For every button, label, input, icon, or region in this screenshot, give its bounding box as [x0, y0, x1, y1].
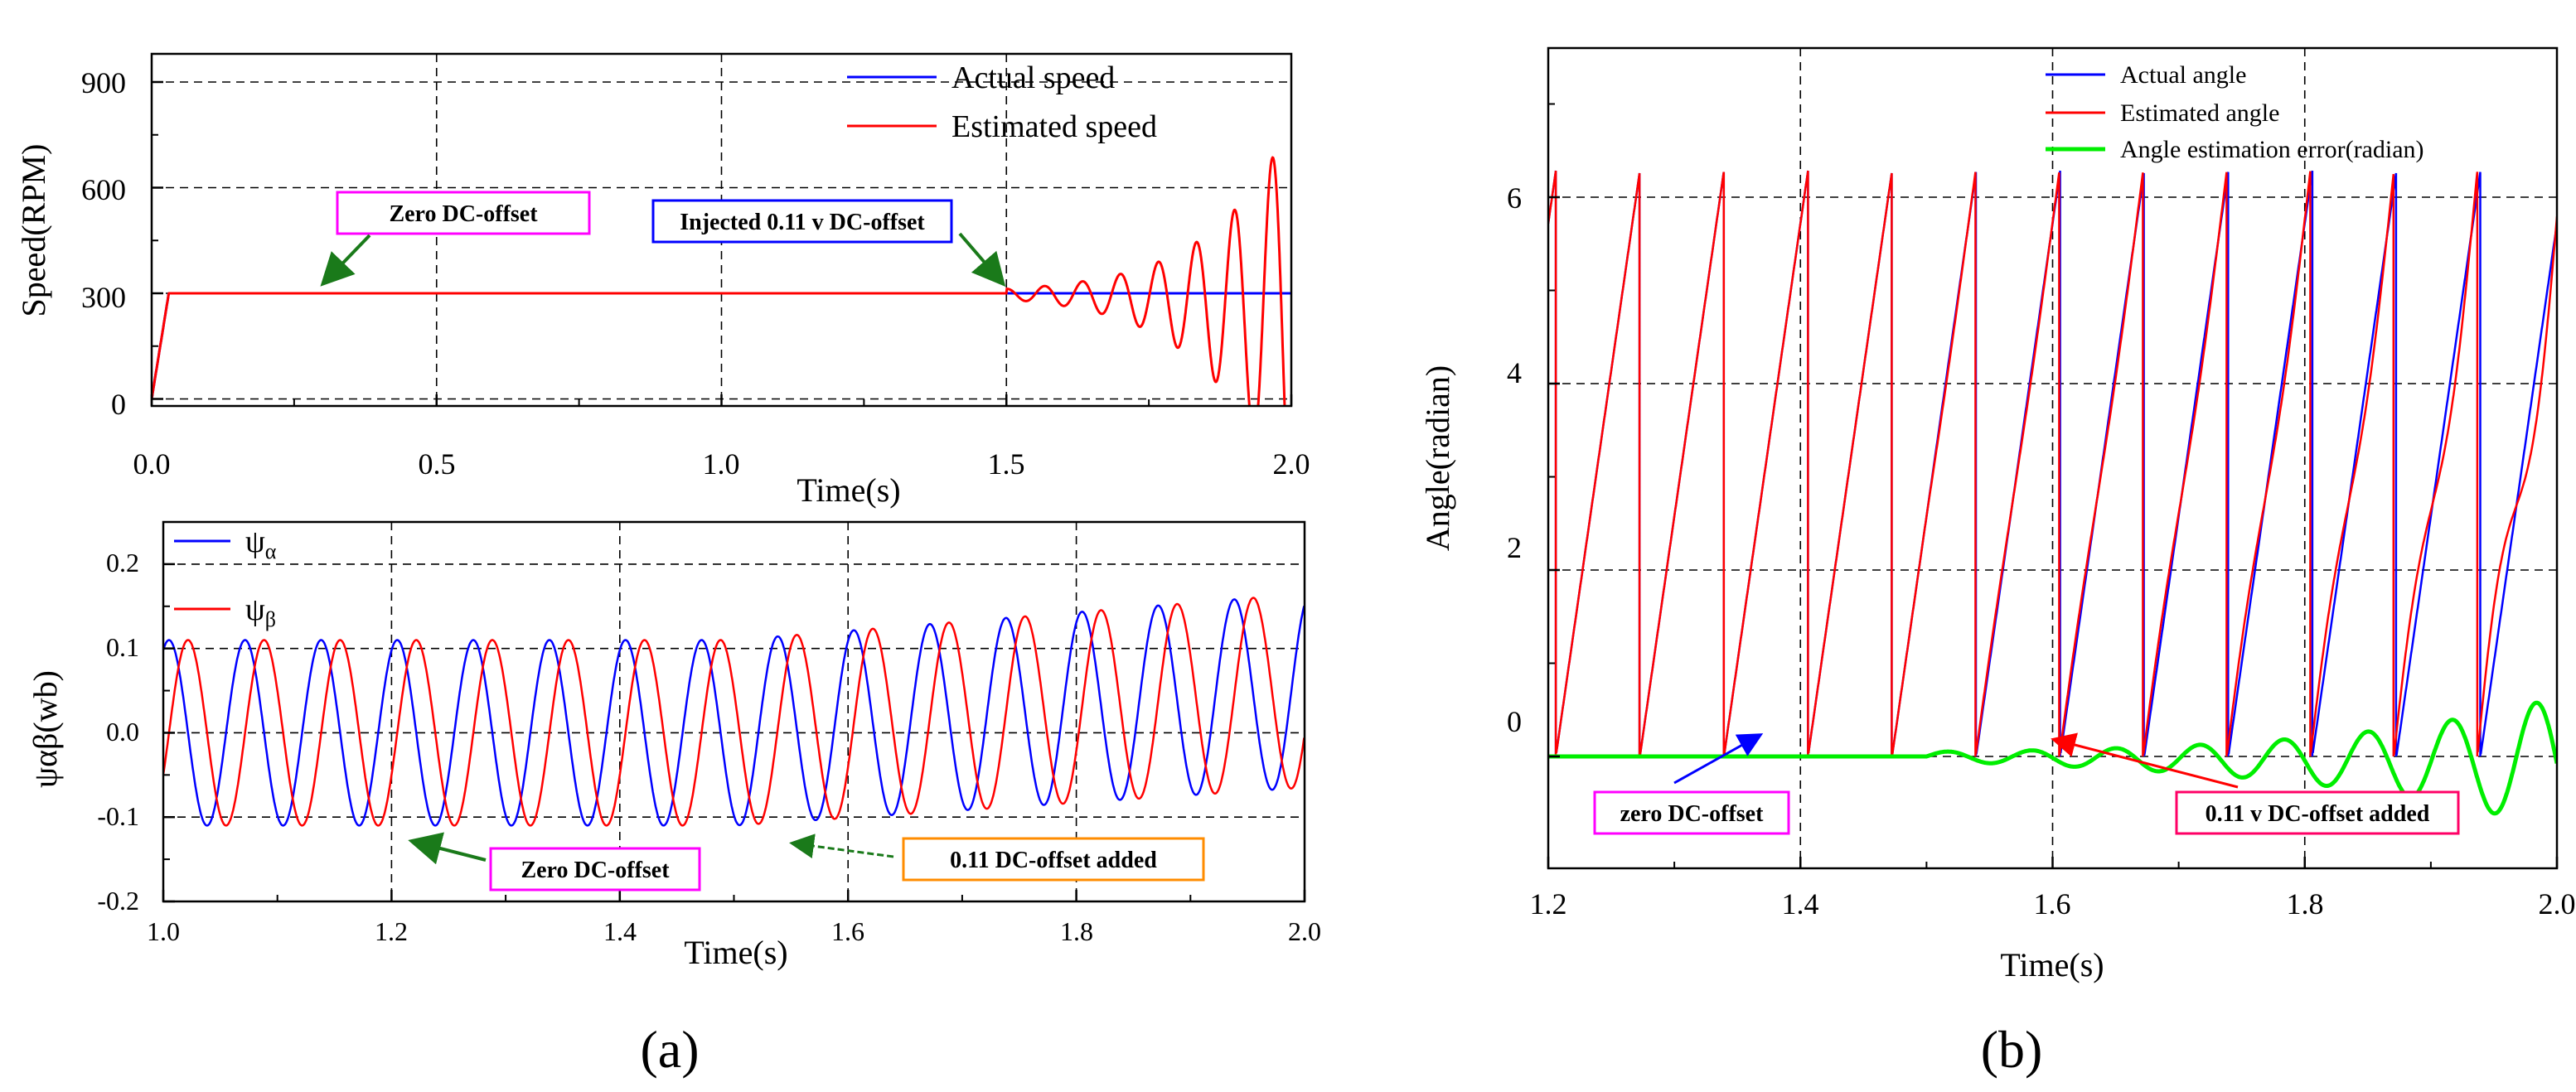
annotation-arrow [958, 232, 1006, 287]
angle-xtick-label: 1.6 [2034, 887, 2071, 920]
flux-xtick-label: 1.8 [1060, 916, 1093, 946]
speed-ylabel: Speed(RPM) [15, 144, 52, 317]
angle-ticks [1547, 103, 2559, 868]
annotation-box [336, 191, 591, 235]
flux-alpha-line [163, 598, 1305, 827]
angle-xlabel: Time(s) [2000, 946, 2104, 983]
annotation-text: 0.11 v DC-offset added [2206, 801, 2430, 827]
speed-xtick-label: 1.5 [988, 447, 1025, 481]
angle-annotation-added: 0.11 v DC-offset added [2051, 732, 2460, 835]
flux-ytick-label: -0.1 [97, 801, 139, 831]
flux-xtick-label: 1.6 [831, 916, 864, 946]
annotation-arrow [320, 234, 371, 287]
angle-ytick-label: 6 [1507, 181, 1522, 215]
speed-chart: 0.0 0.5 1.0 1.5 2.0 0 300 600 900 Time(s… [15, 52, 1310, 509]
flux-xtick-label: 1.4 [603, 916, 637, 946]
annotation-arrow [1673, 733, 1764, 785]
flux-legend: ψα ψβ [174, 524, 277, 631]
annotation-box [2175, 790, 2460, 835]
annotation-box [489, 847, 701, 891]
panel-label-b: (b) [1981, 1020, 2043, 1079]
flux-xtick-label: 2.0 [1288, 916, 1321, 946]
annotation-text: zero DC-offset [1620, 801, 1765, 827]
angle-error-line [1548, 700, 2557, 816]
speed-ticks [150, 80, 1293, 406]
angle-xtick-label: 1.8 [2287, 887, 2324, 920]
annotation-box [651, 199, 953, 244]
annotation-text: Zero DC-offset [521, 858, 670, 883]
angle-annotation-zero: zero DC-offset [1593, 733, 1790, 835]
legend-label-estimated-angle: Estimated angle [2120, 99, 2279, 127]
angle-ytick-label: 0 [1507, 705, 1522, 738]
legend-label-psi-beta: ψβ [245, 592, 276, 631]
flux-ytick-label: -0.2 [97, 886, 139, 916]
flux-ytick-label: 0.2 [106, 548, 139, 577]
angle-ylabel: Angle(radian) [1419, 365, 1456, 551]
speed-estimated-line [152, 156, 1286, 406]
speed-xtick-label: 2.0 [1273, 447, 1310, 481]
legend-label-psi-alpha: ψα [245, 524, 277, 563]
flux-xlabel: Time(s) [684, 934, 787, 971]
flux-annotation-zero: Zero DC-offset [408, 832, 701, 891]
flux-ylabel: ψαβ(wb) [27, 670, 64, 788]
angle-xtick-label: 2.0 [2539, 887, 2576, 920]
annotation-arrow [2051, 732, 2239, 789]
annotation-text: 0.11 DC-offset added [950, 848, 1157, 873]
legend-label-estimated-speed: Estimated speed [951, 109, 1157, 144]
annotation-text: Zero DC-offset [389, 201, 538, 227]
speed-ytick-label: 300 [81, 281, 126, 314]
speed-ytick-label: 600 [81, 173, 126, 206]
legend-label-actual-angle: Actual angle [2120, 61, 2246, 89]
speed-xlabel: Time(s) [797, 471, 900, 509]
speed-xtick-label: 0.5 [419, 447, 456, 481]
speed-legend: Actual speed Estimated speed [847, 60, 1157, 144]
flux-ytick-label: 0.1 [106, 632, 139, 662]
speed-xtick-label: 0.0 [133, 447, 171, 481]
angle-xtick-label: 1.4 [1782, 887, 1819, 920]
panel-label-a: (a) [640, 1020, 699, 1079]
annotation-arrow [408, 832, 487, 865]
flux-annotation-added: 0.11 DC-offset added [789, 833, 1205, 882]
annotation-box [1593, 790, 1790, 835]
angle-xtick-label: 1.2 [1530, 887, 1567, 920]
speed-ytick-label: 900 [81, 66, 126, 99]
angle-chart: 1.2 1.4 1.6 1.8 2.0 0 2 4 6 Time(s) Angl… [1419, 46, 2576, 983]
angle-estimated-line [1548, 170, 2557, 756]
flux-xtick-label: 1.2 [375, 916, 408, 946]
flux-beta-line [163, 597, 1305, 827]
speed-annotation-zero: Zero DC-offset [320, 191, 591, 287]
speed-ytick-label: 0 [111, 388, 126, 421]
flux-xtick-label: 1.0 [147, 916, 180, 946]
flux-chart: 1.0 1.2 1.4 1.6 1.8 2.0 -0.2 -0.1 0.0 0.… [27, 520, 1321, 971]
annotation-text: Injected 0.11 v DC-offset [680, 210, 925, 235]
flux-ticks [162, 563, 1306, 903]
angle-grid [1548, 48, 2557, 868]
angle-legend: Actual angle Estimated angle Angle estim… [2046, 61, 2424, 163]
annotation-arrow [789, 833, 894, 859]
flux-ytick-label: 0.0 [106, 717, 139, 747]
legend-label-actual-speed: Actual speed [951, 60, 1115, 95]
angle-ytick-label: 2 [1507, 531, 1522, 564]
legend-label-angle-error: Angle estimation error(radian) [2120, 136, 2424, 163]
angle-ytick-label: 4 [1507, 356, 1522, 389]
speed-annotation-injected: Injected 0.11 v DC-offset [651, 199, 1006, 287]
speed-xtick-label: 1.0 [703, 447, 740, 481]
annotation-box [902, 837, 1205, 882]
